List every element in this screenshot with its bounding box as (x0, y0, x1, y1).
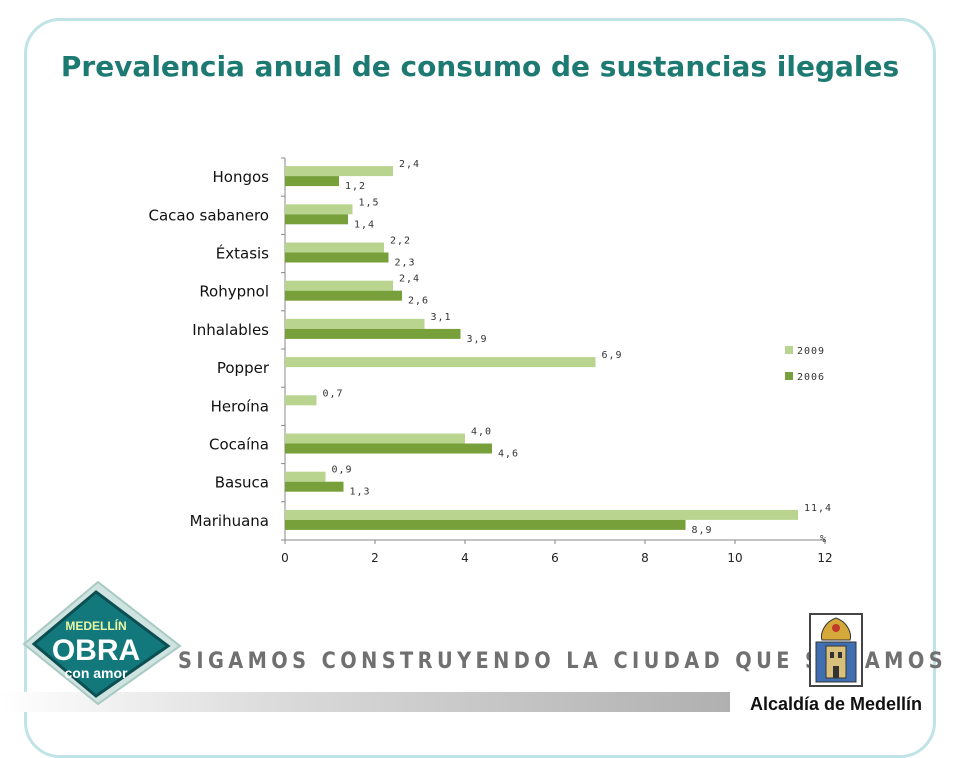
x-unit-label: % (820, 534, 827, 545)
x-tick-label: 10 (727, 551, 742, 565)
legend-swatch-2009 (785, 346, 793, 354)
logo-line1: MEDELLÍN (65, 618, 126, 633)
bar-2006 (285, 481, 344, 492)
category-label: Heroína (211, 397, 269, 415)
bar-2009 (285, 433, 465, 444)
x-tick-label: 4 (461, 551, 469, 565)
data-label-2006: 8,9 (692, 525, 713, 536)
logo-line3: con amor (64, 665, 128, 681)
bar-2009 (285, 509, 798, 520)
category-label: Éxtasis (216, 244, 269, 263)
category-label: Cacao sabanero (148, 206, 269, 224)
legend-swatch-2006 (785, 372, 793, 380)
bar-2006 (285, 328, 461, 339)
legend-label-2006: 2006 (797, 372, 825, 383)
data-label-2009: 2,4 (399, 274, 420, 285)
data-label-2009: 0,7 (323, 388, 344, 399)
bar-2009 (285, 395, 317, 406)
x-tick-label: 12 (817, 551, 832, 565)
category-label: Rohypnol (199, 283, 269, 301)
data-label-2006: 1,2 (345, 181, 366, 192)
category-label: Marihuana (190, 512, 269, 530)
bar-2006 (285, 519, 686, 530)
bar-2006 (285, 252, 389, 263)
category-label: Cocaína (209, 436, 269, 454)
data-label-2006: 3,9 (467, 334, 488, 345)
logo-line2: OBRA (52, 634, 140, 667)
data-label-2009: 1,5 (359, 197, 380, 208)
slide-title: Prevalencia anual de consumo de sustanci… (60, 50, 900, 83)
bar-2006 (285, 214, 348, 225)
bar-2006 (285, 290, 402, 301)
data-label-2009: 0,9 (332, 465, 353, 476)
data-label-2009: 2,2 (390, 236, 411, 247)
bar-2006 (285, 176, 339, 187)
footer-band (0, 692, 730, 712)
x-tick-label: 0 (281, 551, 289, 565)
data-label-2006: 2,3 (395, 258, 416, 269)
x-tick-label: 6 (551, 551, 559, 565)
bar-chart: 0 2 4 6 8 10 12% Hongos 2,4 1,2 Cacao sabanero 1,5 1… (148, 157, 833, 565)
x-tick-label: 8 (641, 551, 649, 565)
medellin-obra-logo: MEDELLÍN OBRA con amor (22, 580, 182, 706)
institution-name: Alcaldía de Medellín (750, 694, 923, 714)
data-label-2009: 11,4 (804, 503, 832, 514)
data-label-2006: 2,6 (408, 296, 429, 307)
bar-2009 (285, 242, 384, 253)
category-label: Inhalables (192, 321, 269, 339)
bar-2009 (285, 357, 596, 368)
data-label-2009: 2,4 (399, 159, 420, 170)
bar-2009 (285, 204, 353, 215)
bar-2009 (285, 166, 393, 177)
data-label-2006: 1,4 (354, 219, 375, 230)
data-label-2009: 3,1 (431, 312, 452, 323)
medellin-crest-icon (809, 613, 863, 687)
category-label: Hongos (213, 168, 270, 186)
bar-2009 (285, 280, 393, 291)
data-label-2009: 4,0 (471, 427, 492, 438)
bar-2009 (285, 471, 326, 482)
legend-label-2009: 2009 (797, 346, 825, 357)
data-label-2009: 6,9 (602, 350, 623, 361)
data-label-2006: 1,3 (350, 487, 371, 498)
data-label-2006: 4,6 (498, 449, 519, 460)
bar-2006 (285, 443, 492, 454)
bar-2009 (285, 318, 425, 329)
category-label: Basuca (215, 474, 269, 492)
category-label: Popper (217, 359, 270, 377)
x-tick-label: 2 (371, 551, 379, 565)
